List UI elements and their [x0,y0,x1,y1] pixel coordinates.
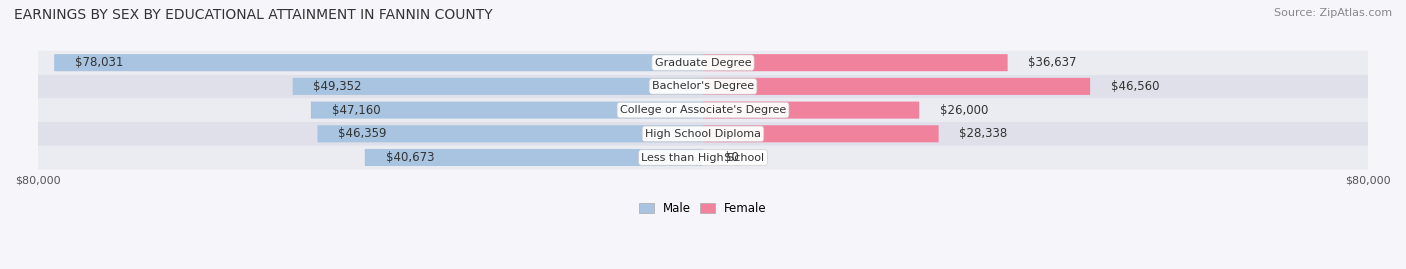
Text: $78,031: $78,031 [75,56,124,69]
Text: $40,673: $40,673 [385,151,434,164]
FancyBboxPatch shape [38,146,1368,169]
Text: EARNINGS BY SEX BY EDUCATIONAL ATTAINMENT IN FANNIN COUNTY: EARNINGS BY SEX BY EDUCATIONAL ATTAINMEN… [14,8,492,22]
Text: High School Diploma: High School Diploma [645,129,761,139]
FancyBboxPatch shape [38,75,1368,98]
Text: $46,359: $46,359 [339,127,387,140]
FancyBboxPatch shape [703,125,939,142]
FancyBboxPatch shape [364,149,703,166]
Text: Bachelor's Degree: Bachelor's Degree [652,82,754,91]
Text: Graduate Degree: Graduate Degree [655,58,751,68]
FancyBboxPatch shape [703,78,1090,95]
Text: Source: ZipAtlas.com: Source: ZipAtlas.com [1274,8,1392,18]
FancyBboxPatch shape [318,125,703,142]
Text: $36,637: $36,637 [1028,56,1077,69]
Text: $49,352: $49,352 [314,80,361,93]
Text: $28,338: $28,338 [959,127,1008,140]
FancyBboxPatch shape [38,51,1368,75]
Text: $46,560: $46,560 [1111,80,1160,93]
Legend: Male, Female: Male, Female [634,197,772,220]
FancyBboxPatch shape [38,98,1368,122]
FancyBboxPatch shape [55,54,703,71]
Text: $0: $0 [724,151,738,164]
FancyBboxPatch shape [292,78,703,95]
Text: College or Associate's Degree: College or Associate's Degree [620,105,786,115]
FancyBboxPatch shape [311,102,703,119]
FancyBboxPatch shape [703,102,920,119]
FancyBboxPatch shape [703,54,1008,71]
Text: $26,000: $26,000 [941,104,988,116]
Text: Less than High School: Less than High School [641,153,765,162]
FancyBboxPatch shape [38,122,1368,146]
Text: $47,160: $47,160 [332,104,380,116]
